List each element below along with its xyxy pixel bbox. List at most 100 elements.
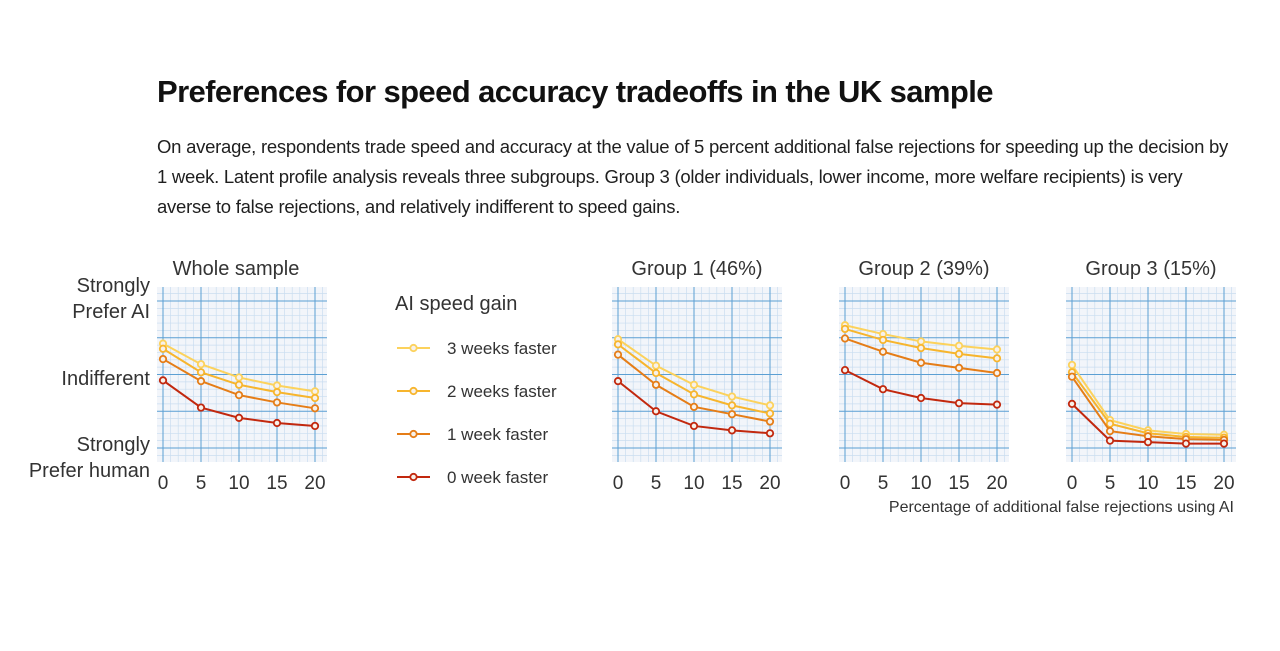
data-point (765, 401, 775, 410)
chart-subtitle: On average, respondents trade speed and … (157, 136, 1229, 217)
data-point (954, 341, 964, 350)
x-tick-label: 5 (651, 473, 662, 494)
data-point (234, 390, 244, 400)
data-point (878, 335, 888, 345)
x-tick-label: 15 (266, 473, 287, 494)
legend-swatch-point (409, 343, 418, 353)
x-tick-label: 0 (840, 473, 851, 494)
x-tick-label: 5 (878, 473, 889, 494)
data-point (1067, 399, 1077, 408)
data-point (158, 376, 168, 385)
data-point (765, 429, 775, 438)
x-tick-label: 15 (721, 473, 742, 494)
data-point (689, 402, 699, 411)
legend-swatch-point (409, 472, 418, 482)
data-point (613, 377, 623, 386)
y-label-indifferent: Indifferent (61, 368, 150, 390)
data-point (727, 401, 737, 410)
data-point (765, 417, 775, 426)
x-tick-label: 5 (196, 473, 207, 494)
data-point (651, 368, 661, 378)
data-point (613, 340, 623, 349)
panel-title: Group 2 (39%) (858, 258, 989, 280)
data-point (1067, 360, 1077, 370)
x-tick-label: 15 (948, 473, 969, 494)
x-tick-label: 0 (158, 473, 169, 494)
data-point (1105, 426, 1115, 436)
data-point (727, 426, 737, 435)
panel-1: Whole sample 0 5 10 15 20 (157, 258, 327, 494)
x-tick-label: 15 (1175, 473, 1196, 494)
data-point (916, 358, 926, 367)
panel-3: Group 2 (39%) 0 5 10 15 20 (839, 258, 1009, 494)
data-point (916, 393, 926, 403)
x-tick-label: 20 (1213, 473, 1234, 494)
data-point (954, 349, 964, 359)
panel-4: Group 3 (15%) 0 5 10 15 20 (1066, 258, 1236, 494)
data-point (196, 377, 206, 386)
data-point (727, 392, 737, 401)
data-point (1219, 439, 1229, 448)
x-tick-label: 10 (228, 473, 249, 494)
data-point (234, 413, 244, 422)
panel-title: Whole sample (173, 258, 300, 280)
x-tick-label: 20 (986, 473, 1007, 494)
data-point (992, 345, 1002, 354)
x-tick-label: 0 (1067, 473, 1078, 494)
legend-swatch-point (409, 386, 418, 396)
data-point (1143, 438, 1153, 447)
data-point (916, 343, 926, 353)
data-point (689, 421, 699, 431)
x-tick-label: 10 (910, 473, 931, 494)
data-point (310, 387, 320, 396)
legend-swatch-point (409, 429, 418, 439)
x-tick-label: 10 (683, 473, 704, 494)
data-point (196, 403, 206, 412)
y-axis-labels: Strongly Prefer AI Indifferent Strongly Pref… (29, 275, 151, 482)
panel-2: Group 1 (46%) 0 5 10 15 20 (612, 258, 782, 494)
data-point (954, 399, 964, 408)
data-point (840, 365, 850, 375)
x-tick-label: 5 (1105, 473, 1116, 494)
legend-label: 1 week faster (447, 425, 548, 444)
data-point (727, 410, 737, 419)
data-point (651, 361, 661, 370)
data-point (992, 368, 1002, 378)
data-point (954, 363, 964, 372)
data-point (840, 324, 850, 334)
legend-label: 2 weeks faster (447, 382, 557, 401)
data-point (272, 388, 282, 397)
x-tick-label: 10 (1137, 473, 1158, 494)
data-point (840, 334, 850, 343)
data-point (234, 373, 244, 382)
data-point (613, 350, 623, 359)
data-point (272, 418, 282, 428)
data-point (196, 360, 206, 369)
y-label-strongly-prefer-ai-1: Strongly (77, 275, 150, 297)
panel-title: Group 3 (15%) (1085, 258, 1216, 280)
data-point (1105, 436, 1115, 445)
y-label-strongly-prefer-human-2: Prefer human (29, 460, 150, 482)
data-point (689, 380, 699, 389)
data-point (992, 354, 1002, 363)
data-point (272, 381, 282, 390)
y-label-strongly-prefer-human-1: Strongly (77, 434, 150, 456)
data-point (765, 409, 775, 418)
data-point (1067, 372, 1077, 381)
legend-title: AI speed gain (395, 293, 517, 315)
data-point (310, 404, 320, 413)
data-point (310, 393, 320, 403)
x-axis-title: Percentage of additional false rejection… (889, 499, 1234, 516)
data-point (272, 398, 282, 407)
data-point (1105, 419, 1115, 428)
data-point (158, 354, 168, 364)
chart-title: Preferences for speed accuracy tradeoffs… (157, 74, 993, 109)
data-point (196, 368, 206, 377)
data-point (878, 347, 888, 356)
panel-title: Group 1 (46%) (631, 258, 762, 280)
data-point (310, 421, 320, 431)
y-label-strongly-prefer-ai-2: Prefer AI (72, 301, 150, 323)
x-tick-label: 20 (759, 473, 780, 494)
legend: AI speed gain 3 weeks faster 2 weeks faste… (395, 293, 557, 487)
